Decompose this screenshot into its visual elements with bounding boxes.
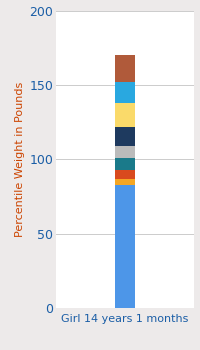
- Bar: [115, 146, 135, 158]
- Bar: [115, 82, 135, 103]
- Y-axis label: Percentile Weight in Pounds: Percentile Weight in Pounds: [15, 82, 25, 237]
- Bar: [115, 126, 135, 146]
- Bar: [115, 184, 135, 308]
- Bar: [115, 158, 135, 170]
- Bar: [115, 170, 135, 178]
- Bar: [115, 55, 135, 82]
- Bar: [115, 103, 135, 127]
- Bar: [115, 178, 135, 184]
